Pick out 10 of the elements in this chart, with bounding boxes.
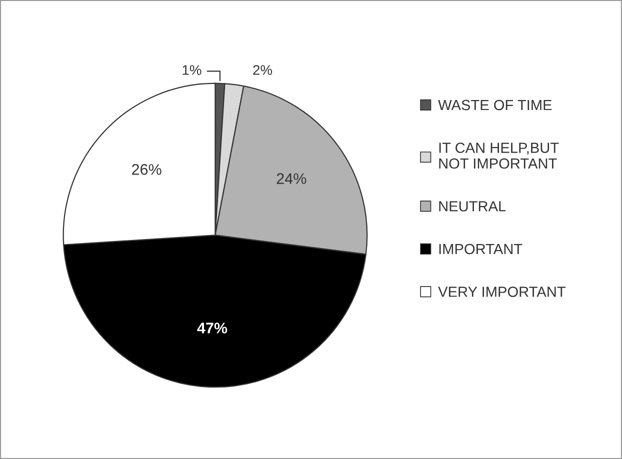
legend-label: IT CAN HELP,BUT NOT IMPORTANT — [439, 142, 559, 169]
legend-label: IMPORTANT — [439, 244, 522, 254]
data-label: 2% — [253, 65, 272, 75]
data-label: 47% — [197, 322, 228, 334]
legend-label: WASTE OF TIME — [438, 100, 552, 110]
legend-label: NEUTRAL — [439, 201, 506, 212]
data-label: 24% — [276, 173, 306, 184]
data-label: 1% — [182, 65, 202, 75]
data-label: 26% — [132, 164, 162, 175]
legend-label: VERY IMPORTANT — [438, 286, 566, 297]
